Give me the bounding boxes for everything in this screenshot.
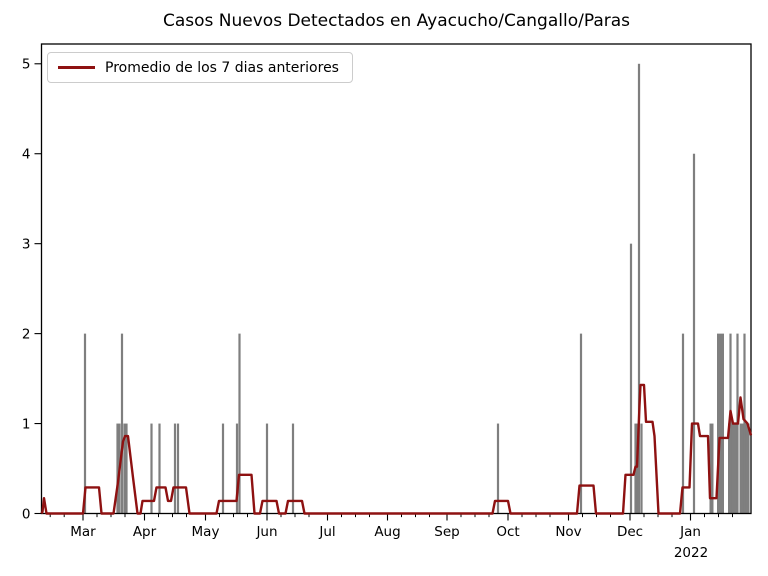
bar [640, 423, 643, 514]
legend-label: Promedio de los 7 dias anteriores [105, 59, 339, 76]
y-tick-label-2: 2 [22, 326, 31, 342]
y-tick-label-5: 5 [22, 57, 31, 73]
legend-line-icon [58, 66, 95, 69]
bar [120, 333, 124, 514]
bar [743, 333, 746, 514]
x-tick-label-oct: Oct [496, 524, 519, 540]
bar [158, 423, 161, 514]
x-tick-label-jun: Jun [255, 524, 277, 540]
bar [238, 333, 241, 514]
bar [150, 423, 153, 514]
bar [739, 423, 744, 514]
bar [681, 333, 685, 514]
bar [496, 423, 500, 514]
x-tick-label-dec: Dec [617, 524, 643, 540]
x-tick-label-aug: Aug [374, 524, 400, 540]
chart-title: Casos Nuevos Detectados en Ayacucho/Cang… [162, 11, 630, 31]
x-tick-label-apr: Apr [133, 524, 157, 540]
bar [728, 423, 737, 514]
y-tick-label-0: 0 [22, 506, 31, 522]
plot-border [40, 43, 752, 515]
x-tick-label-jan: Jan [679, 524, 701, 540]
bar [291, 423, 295, 514]
bar [123, 423, 126, 514]
x-year-label: 2022 [674, 545, 708, 561]
y-tick-label-3: 3 [22, 236, 31, 252]
bar [692, 153, 696, 514]
bar [125, 423, 128, 514]
x-tick-label-jul: Jul [318, 524, 335, 540]
x-tick-label-sep: Sep [434, 524, 459, 540]
bar [176, 423, 180, 514]
bar [637, 63, 641, 514]
bar [709, 423, 714, 514]
y-tick-label-1: 1 [22, 416, 31, 432]
bar [579, 333, 583, 514]
bar [83, 333, 87, 514]
bar [235, 423, 239, 514]
bar [636, 423, 639, 514]
x-tick-label-may: May [192, 524, 220, 540]
x-tick-label-nov: Nov [555, 524, 581, 540]
bar [116, 423, 119, 514]
bar [745, 423, 750, 514]
x-tick-label-mar: Mar [70, 524, 96, 540]
y-tick-label-4: 4 [22, 147, 31, 163]
bar [173, 423, 177, 514]
legend: Promedio de los 7 dias anteriores [47, 52, 353, 83]
bar [265, 423, 269, 514]
bar [717, 333, 724, 514]
avg-line [40, 383, 753, 515]
bar [629, 243, 633, 514]
bar [221, 423, 225, 514]
